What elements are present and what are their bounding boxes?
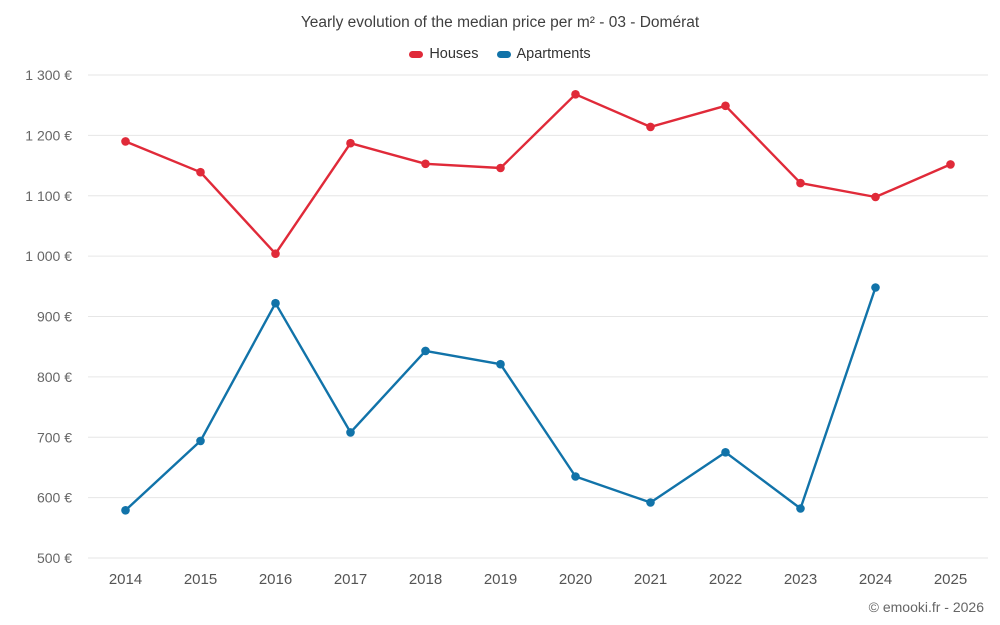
- y-axis-tick-label: 1 200 €: [25, 127, 72, 143]
- y-axis-tick-label: 1 000 €: [25, 248, 72, 264]
- apartments-point: [271, 298, 280, 308]
- x-axis-tick-label: 2019: [484, 571, 517, 588]
- apartments-point: [721, 448, 730, 457]
- x-axis-tick-label: 2024: [859, 571, 892, 588]
- houses-point: [271, 249, 280, 258]
- apartments-point: [496, 359, 505, 369]
- legend-item-apartments[interactable]: Apartments: [496, 46, 591, 62]
- houses-point: [496, 163, 505, 173]
- y-axis-tick-label: 1 100 €: [25, 188, 72, 204]
- y-axis-tick-label: 600 €: [37, 490, 72, 506]
- chart-legend: Houses Apartments: [0, 46, 1000, 62]
- apartments-point: [646, 498, 655, 507]
- houses-point: [346, 138, 355, 148]
- x-axis-tick-label: 2021: [634, 571, 667, 588]
- copyright-credit: © emooki.fr - 2026: [868, 599, 984, 615]
- legend-swatch-icon: [496, 50, 511, 58]
- apartments-point: [871, 283, 880, 292]
- apartments-point: [346, 428, 355, 437]
- legend-swatch-icon: [409, 50, 424, 58]
- houses-point: [796, 178, 805, 188]
- y-axis-tick-label: 700 €: [37, 429, 72, 445]
- apartments-point: [121, 506, 130, 515]
- houses-point: [196, 167, 205, 177]
- houses-point: [421, 159, 430, 169]
- houses-point: [871, 192, 880, 202]
- chart-title: Yearly evolution of the median price per…: [300, 14, 700, 31]
- houses-point: [646, 122, 655, 132]
- legend-label: Apartments: [516, 46, 591, 62]
- x-axis-tick-label: 2016: [259, 571, 292, 588]
- y-axis-tick-label: 800 €: [37, 369, 72, 385]
- houses-point: [721, 101, 730, 111]
- apartments-point: [196, 436, 205, 446]
- apartments-point: [796, 504, 805, 513]
- x-axis-tick-label: 2023: [784, 571, 817, 588]
- houses-point: [946, 160, 955, 169]
- houses-point: [121, 137, 130, 146]
- y-axis-tick-label: 500 €: [37, 550, 72, 566]
- legend-item-houses[interactable]: Houses: [409, 46, 479, 62]
- x-axis-tick-label: 2017: [334, 571, 367, 588]
- x-axis-tick-label: 2020: [559, 571, 592, 588]
- legend-label: Houses: [429, 46, 479, 62]
- houses-line: [124, 93, 952, 255]
- apartments-point: [571, 472, 580, 481]
- apartments-line: [124, 286, 877, 512]
- y-axis-tick-label: 900 €: [37, 309, 72, 325]
- apartments-point: [421, 346, 430, 356]
- houses-point: [571, 90, 580, 99]
- y-axis-tick-label: 1 300 €: [25, 67, 72, 83]
- x-axis-tick-label: 2025: [934, 571, 967, 588]
- x-axis-tick-label: 2014: [109, 571, 142, 588]
- x-axis-tick-label: 2018: [409, 571, 442, 588]
- x-axis-tick-label: 2022: [709, 571, 742, 588]
- x-axis-tick-label: 2015: [184, 571, 217, 588]
